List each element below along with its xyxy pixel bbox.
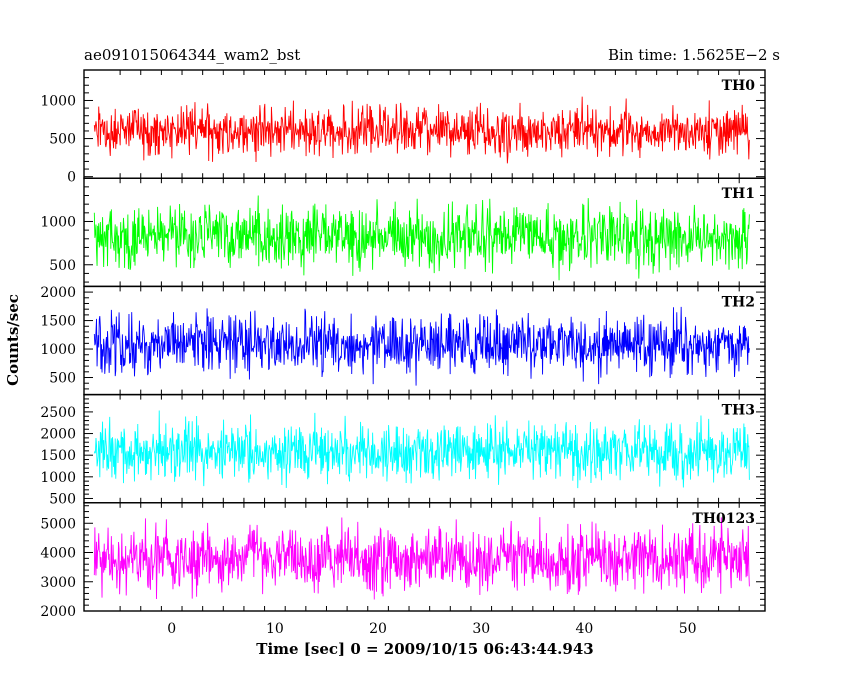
panel-th0: 0 500 1000 TH0: [40, 69, 766, 186]
y-tick-label: 1500: [40, 448, 76, 464]
y-tick-label: 2000: [40, 604, 76, 620]
y-tick-label: 5000: [40, 516, 76, 532]
y-tick-label: 500: [49, 491, 76, 507]
x-tick-label: 50: [679, 621, 697, 637]
panel-th0123: 2000 3000 4000 5000 TH0123: [40, 502, 766, 620]
y-tick-label: 1000: [40, 470, 76, 486]
y-tick-label: 4000: [40, 546, 76, 562]
panel-label: TH3: [722, 403, 755, 419]
x-tick-label: 20: [369, 621, 387, 637]
y-tick-label: 1000: [40, 342, 76, 358]
panels-group: 05001000TH05001000TH1500100015002000TH25…: [40, 69, 766, 620]
series-line-th1: [93, 195, 750, 281]
panel-frame: [83, 393, 766, 504]
x-tick-label: 10: [266, 621, 284, 637]
chart-title-right: Bin time: 1.5625E−2 s: [608, 46, 780, 64]
x-tick-label: 0: [167, 621, 176, 637]
y-tick-label: 1000: [40, 214, 76, 230]
panel-label: TH1: [722, 186, 755, 202]
panel-th3: 500 1000 1500 2000 2500 TH3: [40, 393, 766, 507]
y-tick-label: 2500: [40, 405, 76, 421]
x-tick-label: 30: [472, 621, 490, 637]
panel-frame: [83, 502, 766, 612]
y-tick-label: 3000: [40, 575, 76, 591]
y-tick-label: 500: [49, 132, 76, 148]
chart-title-left: ae091015064344_wam2_bst: [84, 46, 300, 64]
series-line-th0: [93, 96, 750, 164]
y-tick-label: 2000: [40, 285, 76, 301]
panel-label: TH0: [722, 78, 756, 94]
panel-th1: 500 1000 TH1: [40, 177, 766, 288]
y-tick-label: 500: [49, 258, 76, 274]
series-line-th0123: [93, 517, 750, 600]
panel-label: TH0123: [692, 511, 755, 527]
x-axis: 0 10 20 30 40 50: [167, 621, 696, 637]
series-line-th2: [93, 306, 750, 386]
y-axis-label: Counts/sec: [4, 294, 22, 386]
y-tick-label: 1000: [40, 93, 76, 109]
x-axis-label: Time [sec] 0 = 2009/10/15 06:43:44.943: [256, 640, 593, 658]
y-tick-label: 500: [49, 371, 76, 387]
y-tick-label: 2000: [40, 427, 76, 443]
x-tick-label: 40: [576, 621, 594, 637]
series-line-th3: [93, 410, 750, 489]
y-tick-label: 0: [67, 170, 76, 186]
panel-label: TH2: [722, 294, 755, 310]
y-tick-label: 1500: [40, 314, 76, 330]
panel-th2: 500 1000 1500 2000 TH2: [40, 285, 766, 396]
